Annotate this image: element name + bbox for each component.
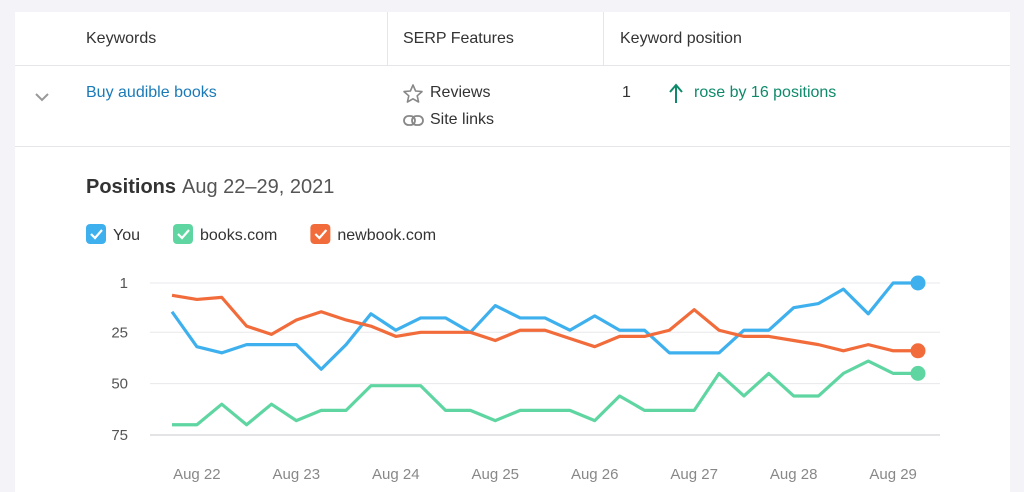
star-icon xyxy=(403,84,423,103)
chart-title: Positions xyxy=(86,176,176,198)
divider xyxy=(387,12,388,65)
legend-item[interactable]: newbook.com xyxy=(310,224,436,244)
legend-checkbox xyxy=(173,224,193,244)
x-tick-label: Aug 27 xyxy=(670,466,718,483)
chart-subtitle: Aug 22–29, 2021 xyxy=(182,176,334,198)
keyword-link[interactable]: Buy audible books xyxy=(86,84,217,101)
legend-checkbox xyxy=(86,224,106,244)
check-mark xyxy=(177,229,190,240)
chart-title-group: Positions Aug 22–29, 2021 xyxy=(86,176,334,198)
change: rose by 16 positions xyxy=(694,84,837,101)
check-mark xyxy=(90,229,103,240)
legend-label: newbook.com xyxy=(337,227,436,244)
x-tick-label: Aug 23 xyxy=(273,466,321,483)
end-dot xyxy=(910,365,926,381)
legend-label: You xyxy=(113,227,140,244)
end-dot xyxy=(910,343,926,359)
feature: Reviews xyxy=(430,84,491,101)
y-tick-label: 50 xyxy=(111,376,128,393)
link-icon xyxy=(403,115,424,126)
legend-checkbox xyxy=(310,224,331,244)
header: Keyword position xyxy=(620,30,742,47)
position: 1 xyxy=(622,84,631,101)
legend-label: books.com xyxy=(200,227,277,244)
end-dot xyxy=(910,275,926,291)
header: SERP Features xyxy=(403,30,514,47)
up-arrow xyxy=(669,83,683,103)
x-tick-label: Aug 24 xyxy=(372,466,420,483)
divider xyxy=(15,65,1010,66)
legend-item[interactable]: You xyxy=(86,224,140,244)
y-tick-label: 1 xyxy=(120,275,128,292)
x-tick-label: Aug 25 xyxy=(471,466,519,483)
series-line xyxy=(171,293,918,353)
x-tick-label: Aug 29 xyxy=(869,466,917,483)
x-tick-label: Aug 26 xyxy=(571,466,619,483)
y-tick-label: 75 xyxy=(111,427,128,444)
check-mark xyxy=(314,229,328,240)
feature: Site links xyxy=(430,111,495,128)
divider xyxy=(15,146,1010,147)
x-tick-label: Aug 28 xyxy=(770,466,818,483)
header: Keywords xyxy=(86,30,157,47)
series-line xyxy=(172,359,918,427)
series-line xyxy=(170,281,918,371)
x-tick-label: Aug 22 xyxy=(173,466,221,483)
legend-item[interactable]: books.com xyxy=(173,224,277,244)
chevron[interactable] xyxy=(33,90,53,104)
y-tick-label: 25 xyxy=(111,324,128,341)
divider xyxy=(603,12,604,65)
